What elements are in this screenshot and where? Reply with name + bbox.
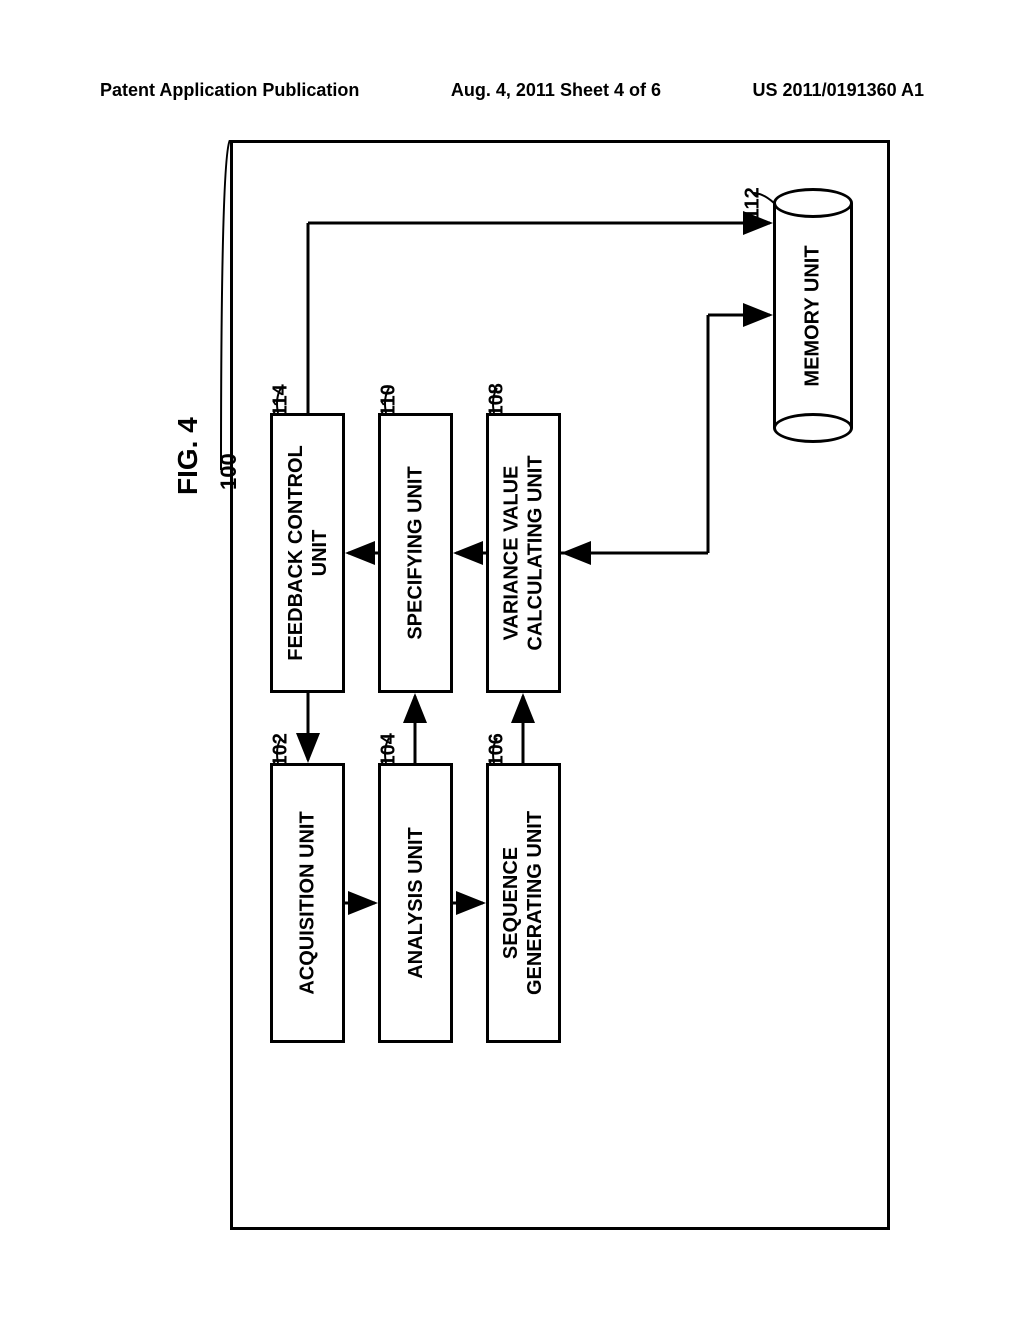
memory-unit-label: MEMORY UNIT: [802, 245, 825, 386]
memory-unit-number: 112: [742, 187, 765, 219]
variance-unit-label: VARIANCE VALUE CALCULATING UNIT: [500, 455, 548, 650]
specifying-unit-label: SPECIFYING UNIT: [404, 466, 428, 639]
feedback-unit-label: FEEDBACK CONTROL UNIT: [284, 445, 332, 661]
page-header: Patent Application Publication Aug. 4, 2…: [0, 80, 1024, 101]
feedback-unit-block: FEEDBACK CONTROL UNIT: [270, 413, 345, 693]
acquisition-unit-label: ACQUISITION UNIT: [296, 811, 320, 994]
header-left: Patent Application Publication: [100, 80, 359, 101]
sequence-unit-label: SEQUENCE GENERATING UNIT: [500, 811, 548, 995]
analysis-unit-label: ANALYSIS UNIT: [404, 827, 428, 979]
memory-unit-block: MEMORY UNIT: [773, 188, 853, 443]
header-center: Aug. 4, 2011 Sheet 4 of 6: [451, 80, 661, 101]
sequence-unit-number: 106: [486, 733, 509, 766]
acquisition-unit-number: 102: [270, 733, 293, 766]
diagram-container: ACQUISITION UNIT 102 ANALYSIS UNIT 104 S…: [230, 140, 890, 1230]
cylinder-bottom: [773, 413, 853, 443]
header-right: US 2011/0191360 A1: [753, 80, 924, 101]
feedback-unit-number: 114: [270, 384, 293, 416]
figure-label: FIG. 4: [172, 417, 204, 495]
cylinder-top: [773, 188, 853, 218]
specifying-unit-block: SPECIFYING UNIT: [378, 413, 453, 693]
analysis-unit-number: 104: [378, 733, 401, 766]
sequence-unit-block: SEQUENCE GENERATING UNIT: [486, 763, 561, 1043]
analysis-unit-block: ANALYSIS UNIT: [378, 763, 453, 1043]
variance-unit-block: VARIANCE VALUE CALCULATING UNIT: [486, 413, 561, 693]
specifying-unit-number: 110: [378, 384, 401, 416]
variance-unit-number: 108: [486, 383, 509, 416]
acquisition-unit-block: ACQUISITION UNIT: [270, 763, 345, 1043]
